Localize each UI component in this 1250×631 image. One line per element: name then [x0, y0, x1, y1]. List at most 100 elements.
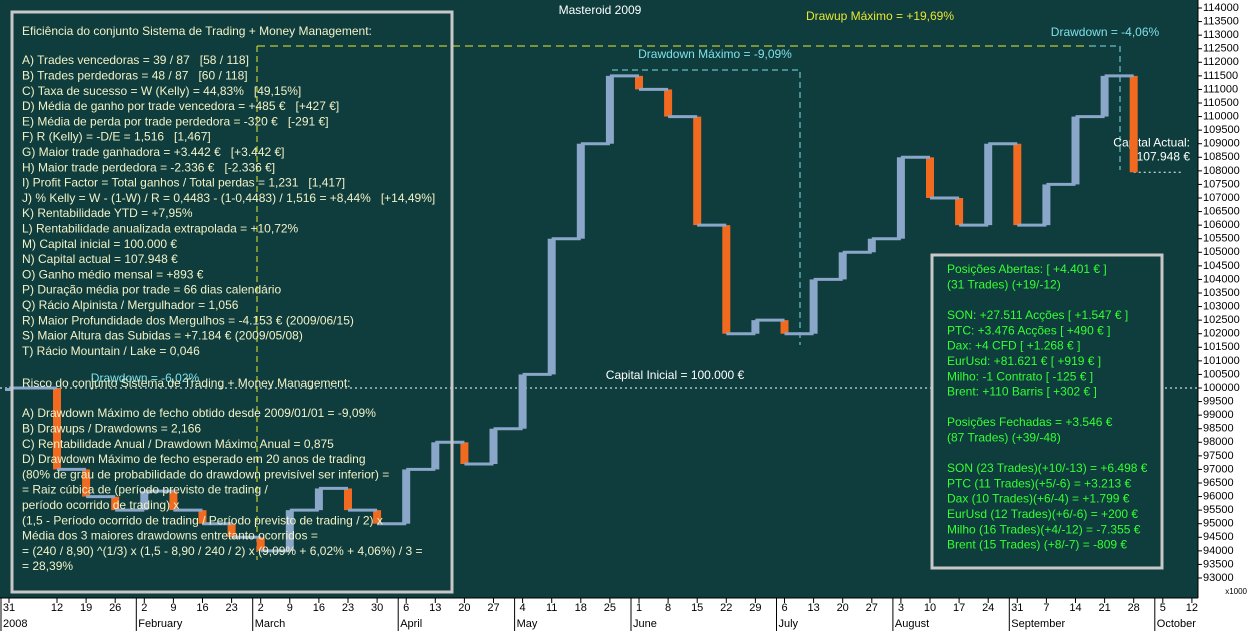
panel-line: E) Média de perda por trade perdedora = … — [22, 114, 329, 128]
panel-line: EurUsd (12 Trades)(+6/-6) = +200 € — [947, 507, 1138, 521]
panel-line: K) Rentabilidade YTD = +7,95% — [22, 206, 193, 220]
month-label: July — [779, 618, 799, 630]
y-tick-label: 110500 — [1203, 97, 1239, 109]
equity-bar — [722, 225, 731, 334]
x-tick-label: 24 — [982, 602, 994, 614]
month-label: October — [1157, 618, 1196, 630]
drawdown-box — [1090, 45, 1121, 170]
y-tick-label: 94000 — [1203, 545, 1234, 557]
y-tick-label: 96000 — [1203, 490, 1234, 502]
panel-line: PTC: +3.476 Acções [ +490 € ] — [947, 323, 1110, 337]
x-tick-label: 6 — [403, 602, 409, 614]
equity-bar — [635, 75, 643, 90]
y-tick-label: 103500 — [1203, 287, 1240, 299]
y-tick-label: 95000 — [1203, 518, 1234, 530]
panel-line: Posições Abertas: [ +4.401 € ] — [947, 262, 1107, 276]
panel-line: I) Profit Factor = Total ganhos / Total … — [22, 176, 345, 190]
panel-line: Brent (15 Trades) (+8/-7) = -809 € — [947, 538, 1127, 552]
y-tick-label: 109500 — [1203, 124, 1240, 136]
panel-line: (1,5 - Período ocorrido de trading / Per… — [22, 513, 383, 527]
panel-line: R) Maior Profundidade dos Mergulhos = -4… — [22, 313, 354, 327]
panel-line: D) Drawdown Máximo de fecho esperado em … — [22, 452, 366, 466]
panel-line: período ocorrido de trading) x — [22, 498, 179, 512]
equity-bar — [489, 428, 498, 464]
y-tick-label: 109000 — [1203, 138, 1240, 150]
y-tick-label: 111500 — [1203, 70, 1238, 82]
y-tick-label: 99000 — [1203, 409, 1234, 421]
equity-bar — [693, 116, 702, 226]
panel-line: D) Média de ganho por trade vencedora = … — [22, 99, 339, 113]
equity-bar — [314, 488, 323, 511]
panel-line: Posições Fechadas = +3.546 € — [947, 415, 1113, 429]
reference-label: Capital Inicial = 100.000 € — [606, 368, 745, 382]
equity-bar — [227, 523, 236, 538]
y-tick-label: 93000 — [1203, 572, 1234, 584]
y-tick-label: 100500 — [1203, 368, 1240, 380]
panel-line: PTC (11 Trades)(+5/-6) = +3.213 € — [947, 476, 1132, 490]
y-tick-label: 113000 — [1203, 29, 1239, 41]
y-tick-label: 105500 — [1203, 233, 1240, 245]
x-tick-label: 26 — [109, 602, 121, 614]
x-axis-strip — [0, 598, 1198, 631]
x-tick-label: 18 — [575, 602, 587, 614]
equity-bar — [664, 89, 673, 117]
panel-line: O) Ganho médio mensal = +893 € — [22, 267, 204, 281]
panel-line: A) Drawdown Máximo de fecho obtido desde… — [22, 406, 376, 420]
panel-line: = 28,39% — [22, 559, 73, 573]
equity-bar — [751, 320, 760, 334]
x-tick-label: 8 — [665, 602, 671, 614]
panel-title: Eficiência do conjunto Sistema de Tradin… — [22, 24, 372, 38]
y-tick-label: 96500 — [1203, 477, 1234, 489]
x-tick-label: 30 — [371, 602, 383, 614]
equity-bar — [605, 75, 614, 144]
panel-line: = (240 / 8,90) ^(1/3) x (1,5 - 8,90 / 24… — [22, 544, 423, 558]
x-tick-label: 10 — [924, 602, 936, 614]
equity-bar — [402, 469, 411, 524]
panel-line: SON: +27.511 Acções [ +1.547 € ] — [947, 308, 1128, 322]
panel-line: C) Rentabilidade Anual / Drawdown Máximo… — [22, 437, 334, 451]
panel-line: T) Rácio Mountain / Lake = 0,046 — [22, 344, 200, 358]
y-tick-label: 97000 — [1203, 463, 1234, 475]
y-tick-label: 104500 — [1203, 260, 1240, 272]
panel-line: Q) Rácio Alpinista / Mergulhador = 1,056 — [22, 298, 239, 312]
y-tick-label: 101500 — [1203, 341, 1240, 353]
x-tick-label: 21 — [1098, 602, 1110, 614]
y-tick-label: 112000 — [1203, 56, 1239, 68]
chart-title: Masteroid 2009 — [559, 3, 642, 17]
y-tick-label: 106500 — [1203, 205, 1240, 217]
x-tick-label: 27 — [487, 602, 499, 614]
equity-bar — [373, 510, 382, 524]
y-tick-label: 94500 — [1203, 531, 1234, 543]
equity-bar — [1129, 75, 1138, 173]
month-label: August — [895, 618, 929, 630]
x-tick-label: 13 — [807, 602, 819, 614]
x-tick-label: 29 — [749, 602, 761, 614]
reference-label: 107.948 € — [1137, 149, 1191, 163]
x-tick-label: 12 — [51, 602, 63, 614]
drawdown-label: Drawdown = -4,06% — [1051, 25, 1160, 39]
panel-line: Média dos 3 maiores drawdowns entretanto… — [22, 529, 318, 543]
x-tick-label: 23 — [225, 602, 237, 614]
equity-bar — [1013, 143, 1022, 226]
equity-bar — [53, 388, 61, 470]
y-tick-label: 103000 — [1203, 300, 1240, 312]
panel-line: N) Capital actual = 107.948 € — [22, 252, 178, 266]
equity-bar — [198, 510, 207, 524]
month-label: March — [255, 618, 286, 630]
y-tick-label: 104000 — [1203, 273, 1240, 285]
y-tick-label: 114000 — [1203, 2, 1239, 14]
panel-line: S) Maior Altura das Subidas = +7.184 € (… — [22, 329, 303, 343]
y-tick-label: 110000 — [1203, 110, 1239, 122]
x-tick-label: 16 — [313, 602, 325, 614]
equity-bar — [926, 157, 934, 198]
y-tick-label: 102500 — [1203, 314, 1240, 326]
y-tick-label: 105000 — [1203, 246, 1240, 258]
equity-bar — [169, 491, 178, 511]
x-tick-label: 6 — [781, 602, 787, 614]
panel-line: M) Capital inicial = 100.000 € — [22, 237, 177, 251]
equity-bar — [431, 442, 440, 470]
y-tick-label: 106000 — [1203, 219, 1240, 231]
equity-bar — [82, 469, 91, 497]
panel-line: (31 Trades) (+19/-12) — [947, 277, 1061, 291]
